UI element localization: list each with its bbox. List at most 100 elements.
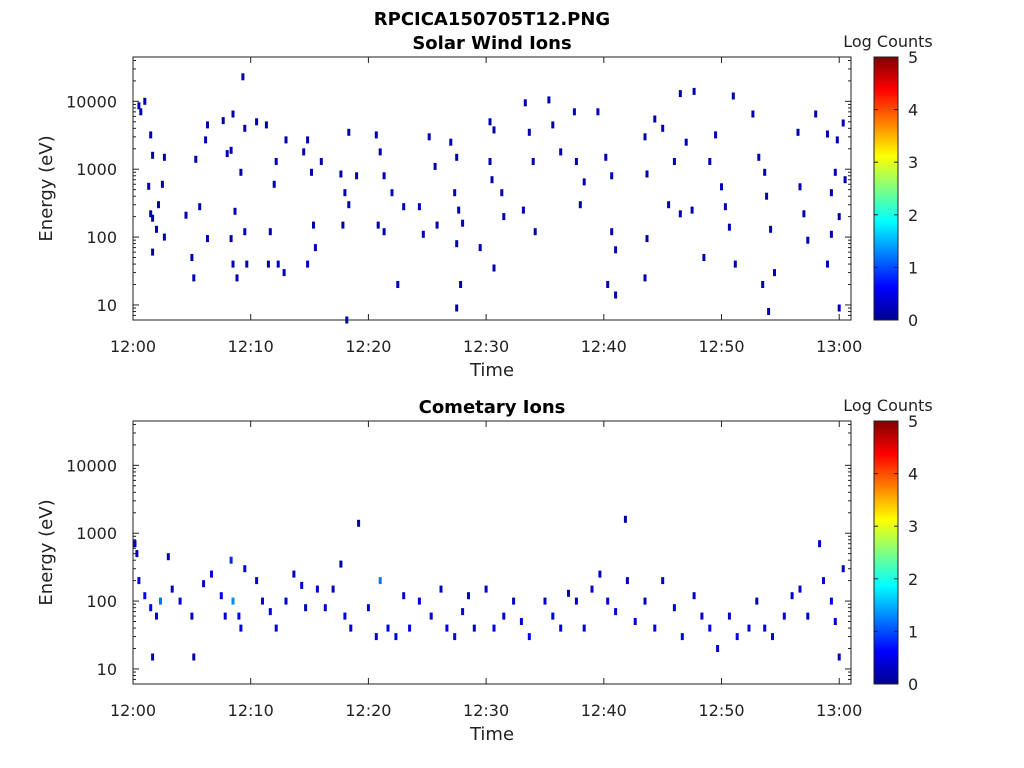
data-cell bbox=[835, 136, 839, 144]
colorbar-tick-label: 3 bbox=[908, 517, 918, 536]
data-cell bbox=[633, 618, 637, 625]
data-cell bbox=[382, 228, 386, 236]
panel-title: Cometary Ions bbox=[419, 397, 566, 418]
data-cell bbox=[680, 633, 684, 641]
x-tick-label: 12:20 bbox=[345, 701, 391, 720]
y-axis-label: Energy (eV) bbox=[36, 135, 57, 241]
data-cell bbox=[727, 223, 731, 231]
plot-frame bbox=[132, 56, 852, 321]
colorbar-tick-label: 5 bbox=[908, 412, 918, 431]
data-cell bbox=[678, 210, 682, 218]
data-cell bbox=[449, 138, 453, 146]
colorbar-tick-label: 0 bbox=[908, 311, 918, 330]
x-tick-label: 12:50 bbox=[698, 701, 744, 720]
data-cell bbox=[492, 264, 496, 272]
data-cell bbox=[829, 597, 833, 605]
data-cell bbox=[378, 577, 382, 585]
data-cell bbox=[272, 180, 276, 188]
data-cell bbox=[547, 96, 551, 104]
data-cell bbox=[806, 236, 810, 244]
data-cell bbox=[488, 158, 492, 165]
colorbar-label: Log Counts bbox=[843, 396, 933, 415]
data-cell bbox=[492, 624, 496, 632]
data-cell bbox=[417, 203, 421, 211]
data-cell bbox=[376, 221, 380, 229]
colorbar-tick-label: 2 bbox=[908, 570, 918, 589]
data-cell bbox=[198, 203, 202, 211]
data-cell bbox=[233, 207, 237, 215]
data-cell bbox=[559, 148, 563, 156]
data-cell bbox=[700, 612, 704, 620]
data-cell bbox=[459, 281, 463, 288]
data-cell bbox=[478, 244, 482, 252]
data-cell bbox=[276, 260, 280, 268]
y-tick-label: 10 bbox=[97, 296, 117, 315]
x-tick-label: 12:30 bbox=[463, 701, 509, 720]
data-cell bbox=[590, 585, 594, 593]
data-cell bbox=[500, 189, 504, 197]
data-cell bbox=[690, 206, 694, 214]
data-cell bbox=[502, 612, 506, 620]
data-cell bbox=[598, 570, 602, 578]
data-cell bbox=[347, 128, 351, 136]
data-cell bbox=[408, 624, 412, 632]
data-cell bbox=[684, 138, 688, 146]
data-cell bbox=[402, 592, 406, 600]
data-cell bbox=[264, 121, 268, 129]
data-cell bbox=[190, 254, 194, 261]
plot-area bbox=[133, 57, 851, 320]
data-cell bbox=[843, 176, 847, 184]
x-tick-label: 12:20 bbox=[345, 337, 391, 356]
data-cell bbox=[625, 577, 629, 585]
y-tick-label: 100 bbox=[86, 592, 117, 611]
data-cell bbox=[206, 121, 209, 129]
data-cell bbox=[837, 213, 841, 221]
data-cell bbox=[306, 136, 310, 144]
data-cell bbox=[453, 633, 457, 641]
y-axis-label: Energy (eV) bbox=[36, 499, 57, 605]
data-cell bbox=[151, 151, 155, 159]
data-cell bbox=[160, 180, 164, 188]
data-cell bbox=[151, 214, 155, 222]
x-tick-label: 12:50 bbox=[698, 337, 744, 356]
data-cell bbox=[814, 110, 818, 118]
y-tick-label: 10000 bbox=[66, 92, 117, 111]
colorbar-tick-label: 4 bbox=[908, 101, 918, 120]
data-cell bbox=[763, 168, 767, 176]
data-cell bbox=[151, 653, 155, 661]
data-cell bbox=[266, 260, 270, 268]
data-cell bbox=[229, 146, 233, 154]
data-cell bbox=[596, 108, 600, 116]
data-cell bbox=[582, 624, 586, 632]
data-cell bbox=[502, 213, 506, 221]
colorbar-tick-label: 3 bbox=[908, 153, 918, 172]
data-cell bbox=[841, 119, 845, 127]
data-cell bbox=[731, 92, 735, 100]
data-cell bbox=[390, 189, 394, 197]
data-cell bbox=[461, 608, 465, 616]
data-cell bbox=[402, 203, 406, 211]
data-cell bbox=[833, 168, 837, 176]
data-cell bbox=[439, 585, 443, 593]
data-cell bbox=[304, 604, 308, 612]
data-cell bbox=[519, 618, 523, 625]
data-cell bbox=[339, 560, 343, 568]
data-cell bbox=[606, 281, 610, 288]
data-cell bbox=[302, 148, 306, 156]
colorbar-tick-label: 5 bbox=[908, 48, 918, 67]
data-cell bbox=[149, 604, 153, 612]
data-cell bbox=[773, 269, 776, 277]
figure-title: RPCICA150705T12.PNG bbox=[374, 9, 610, 30]
data-cell bbox=[210, 570, 213, 578]
data-cell bbox=[162, 153, 166, 161]
data-cell bbox=[149, 210, 153, 218]
data-cell bbox=[723, 203, 727, 211]
data-cell bbox=[661, 124, 665, 132]
data-cell bbox=[223, 612, 227, 620]
data-cell bbox=[757, 153, 761, 161]
colorbar-tick-label: 0 bbox=[908, 675, 918, 694]
data-cell bbox=[137, 102, 141, 110]
data-cell bbox=[720, 183, 723, 191]
data-cell bbox=[268, 228, 272, 236]
